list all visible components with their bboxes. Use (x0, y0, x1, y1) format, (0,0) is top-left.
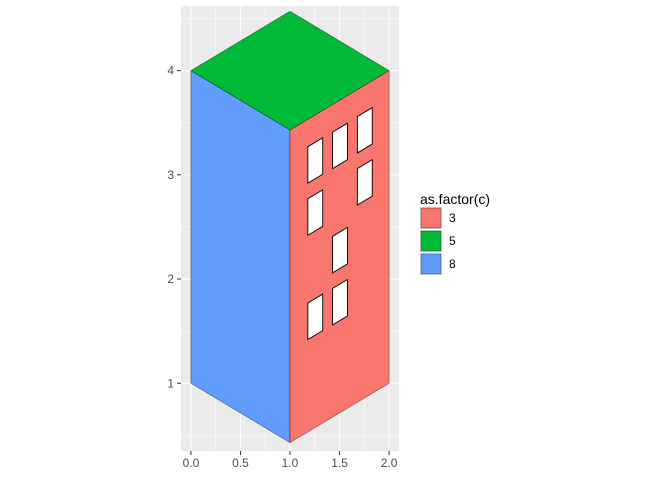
x-tick-label: 2.0 (381, 456, 398, 470)
legend-label-5: 5 (449, 234, 456, 248)
x-tick-label: 1.5 (331, 456, 348, 470)
window-3 (356, 106, 373, 154)
window-2 (332, 122, 348, 170)
window-1 (307, 136, 324, 184)
building-windows (307, 106, 373, 341)
window-5 (356, 158, 373, 206)
legend-swatch-3 (420, 207, 442, 229)
legend-swatch-5 (420, 230, 442, 252)
legend: as.factor(c) 3 5 8 (420, 191, 490, 275)
legend-title: as.factor(c) (420, 191, 490, 207)
y-tick-label: 2 (167, 272, 174, 286)
face-roof (190, 10, 390, 131)
x-axis: 0.0 0.5 1.0 1.5 2.0 (183, 451, 398, 470)
x-tick-label: 0.0 (183, 456, 200, 470)
window-4 (307, 189, 324, 237)
y-tick-label: 1 (167, 376, 174, 390)
window-8 (332, 278, 348, 326)
legend-swatch-8 (420, 253, 442, 275)
window-6 (332, 226, 348, 274)
y-tick-label: 4 (167, 64, 174, 78)
x-tick-label: 1.0 (282, 456, 299, 470)
x-tick-label: 0.5 (232, 456, 249, 470)
legend-keys: 3 5 8 (420, 207, 456, 275)
y-tick-label: 3 (167, 168, 174, 182)
building-faces (190, 10, 390, 444)
face-left-face (190, 70, 291, 444)
legend-label-8: 8 (449, 257, 456, 271)
legend-label-3: 3 (449, 211, 456, 225)
window-7 (307, 293, 324, 341)
y-axis: 1 2 3 4 (167, 64, 181, 390)
